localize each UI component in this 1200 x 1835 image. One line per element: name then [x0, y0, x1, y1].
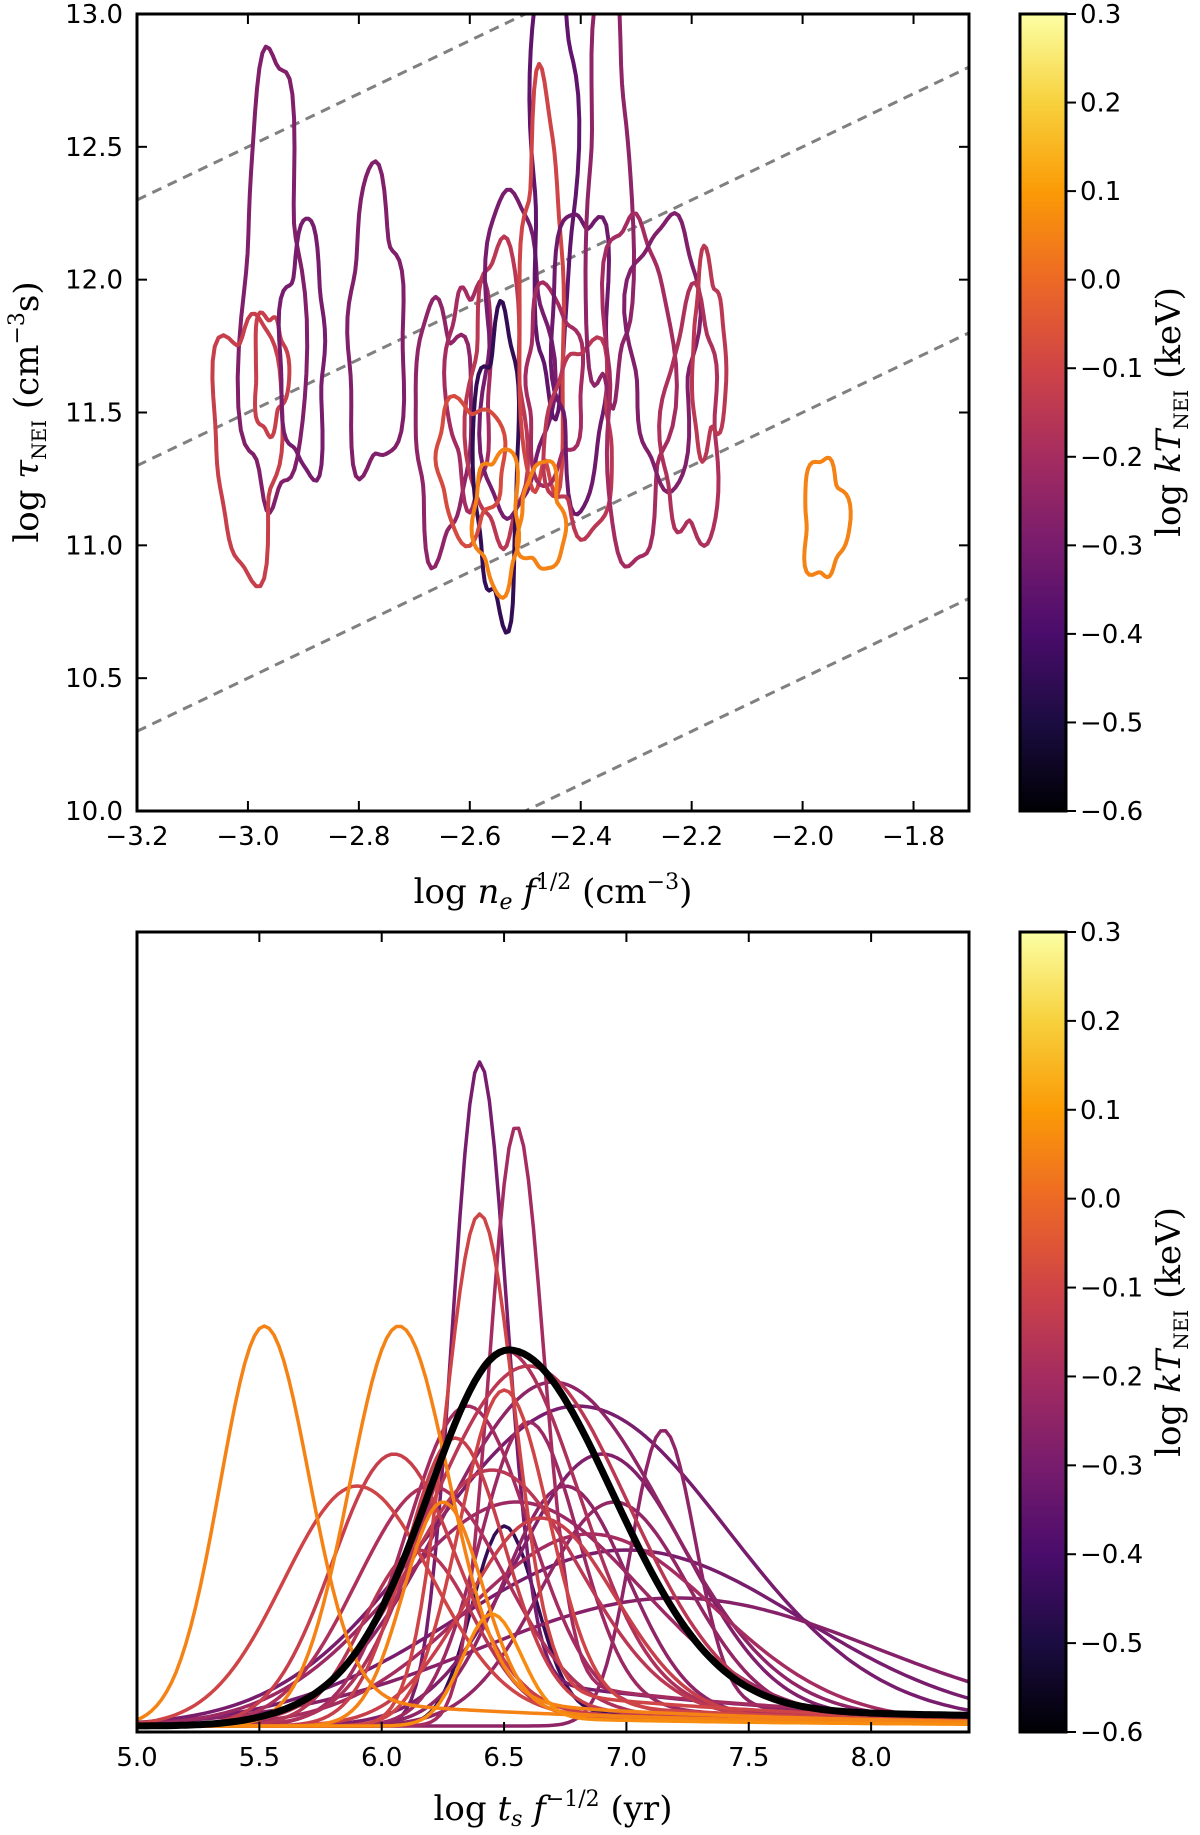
contour — [462, 234, 531, 552]
colorbar-tick-label: 0.3 — [1080, 0, 1121, 30]
contour — [276, 216, 328, 483]
x-tick-label: −3.2 — [105, 822, 168, 852]
x-tick-label: −3.0 — [216, 822, 279, 852]
contour — [541, 335, 614, 542]
colorbar-tick-label: −0.6 — [1080, 1718, 1143, 1748]
top-colorbar-gradient — [1018, 12, 1068, 813]
y-tick-label: 12.5 — [65, 133, 123, 163]
contour — [210, 311, 285, 589]
colorbar-tick-label: 0.1 — [1080, 1096, 1121, 1126]
contour — [600, 211, 679, 569]
colorbar-tick-label: −0.6 — [1080, 797, 1143, 827]
contour — [345, 159, 407, 482]
colorbar-tick-label: −0.4 — [1080, 620, 1143, 650]
colorbar-tick-label: −0.5 — [1080, 1629, 1143, 1659]
series-group — [137, 1060, 969, 1728]
y-tick-label: 12.0 — [65, 266, 123, 296]
x-tick-label: −2.0 — [771, 822, 834, 852]
combined-distribution-line — [137, 1346, 969, 1730]
colorbar-tick-label: −0.2 — [1080, 1362, 1143, 1392]
top-colorbar-label: log kTNEI (keV) — [1149, 287, 1193, 537]
bottom-colorbar-gradient — [1018, 930, 1068, 1734]
contour — [657, 280, 721, 548]
reference-line — [137, 14, 529, 202]
bottom-axes-frame — [135, 930, 971, 1734]
top-panel: −3.2 −3.0 −2.8 −2.6 −2.4 −2.2 −2.0 −1.8 10.010.… — [5, 0, 1193, 915]
contour — [583, 14, 636, 411]
colorbar-tick-label: 0.2 — [1080, 1007, 1121, 1037]
contour — [469, 447, 521, 600]
bottom-plot-area — [137, 1060, 969, 1730]
contour — [622, 211, 703, 495]
x-tick-label: −2.6 — [438, 822, 501, 852]
contour — [433, 393, 508, 549]
x-tick-label: −1.8 — [882, 822, 945, 852]
colorbar-tick-label: −0.1 — [1080, 354, 1143, 384]
reference-line — [137, 331, 969, 733]
y-tick-label: 11.0 — [65, 531, 123, 561]
x-tick-label: 7.0 — [606, 1743, 647, 1773]
series-line — [137, 1612, 969, 1728]
colorbar-tick-label: −0.3 — [1080, 531, 1143, 561]
colorbar-tick-label: −0.1 — [1080, 1274, 1143, 1304]
x-tick-label: −2.2 — [660, 822, 723, 852]
top-y-axis-label: log τNEI (cm−3s) — [5, 281, 51, 542]
y-tick-label: 11.5 — [65, 399, 123, 429]
contour — [514, 459, 569, 571]
contour — [802, 455, 853, 580]
colorbar-tick-label: 0.0 — [1080, 1185, 1121, 1215]
y-tick-label: 10.0 — [65, 797, 123, 827]
y-tick-label: 10.5 — [65, 664, 123, 694]
x-tick-label: −2.4 — [549, 822, 612, 852]
bottom-x-ticks: 5.0 5.5 6.0 6.5 7.0 7.5 8.0 — [116, 932, 892, 1773]
x-tick-label: 7.5 — [728, 1743, 769, 1773]
colorbar-tick-label: −0.4 — [1080, 1540, 1143, 1570]
colorbar-tick-label: −0.5 — [1080, 708, 1143, 738]
top-x-ticks: −3.2 −3.0 −2.8 −2.6 −2.4 −2.2 −2.0 −1.8 — [105, 14, 945, 852]
top-y-ticks: 10.0 10.5 11.0 11.5 12.0 12.5 13.0 — [65, 0, 969, 827]
contour — [548, 212, 611, 517]
series-line — [137, 1532, 969, 1728]
x-tick-label: 5.5 — [239, 1743, 280, 1773]
colorbar-tick-label: 0.0 — [1080, 266, 1121, 296]
x-tick-label: −2.8 — [327, 822, 390, 852]
x-tick-label: 5.0 — [116, 1743, 157, 1773]
top-colorbar: 0.3 0.2 0.1 0.0 −0.1 −0.2 −0.3 −0.4 −0.5 −0.6 log… — [1018, 0, 1193, 827]
x-tick-label: 8.0 — [850, 1743, 891, 1773]
contour — [235, 44, 310, 515]
contour — [690, 243, 729, 464]
contour — [517, 61, 566, 498]
bottom-colorbar-ticks: 0.3 0.2 0.1 0.0 −0.1 −0.2 −0.3 −0.4 −0.5 −0.6 — [1066, 918, 1143, 1748]
colorbar-tick-label: −0.2 — [1080, 443, 1143, 473]
x-tick-label: 6.0 — [361, 1743, 402, 1773]
bottom-x-axis-label: log ts f−1/2 (yr) — [434, 1787, 673, 1832]
bottom-colorbar-label: log kTNEI (keV) — [1149, 1207, 1193, 1457]
x-tick-label: 6.5 — [483, 1743, 524, 1773]
colorbar-tick-label: 0.2 — [1080, 89, 1121, 119]
top-x-axis-label: log ne f1/2 (cm−3) — [414, 870, 693, 915]
colorbar-tick-label: −0.3 — [1080, 1451, 1143, 1481]
reference-line — [521, 597, 969, 811]
colorbar-tick-label: 0.3 — [1080, 918, 1121, 948]
contour — [470, 298, 521, 635]
top-colorbar-ticks: 0.3 0.2 0.1 0.0 −0.1 −0.2 −0.3 −0.4 −0.5 −0.6 — [1066, 0, 1143, 827]
contour — [413, 294, 474, 571]
series-line — [137, 1404, 969, 1725]
y-tick-label: 13.0 — [65, 0, 123, 30]
contour-group — [210, 14, 853, 635]
top-plot-area — [137, 14, 969, 811]
bottom-colorbar: 0.3 0.2 0.1 0.0 −0.1 −0.2 −0.3 −0.4 −0.5 −0.6 log… — [1018, 918, 1193, 1748]
colorbar-tick-label: 0.1 — [1080, 177, 1121, 207]
bottom-panel: 5.0 5.5 6.0 6.5 7.0 7.5 8.0 log ts f−1/2 (yr) … — [116, 918, 1193, 1832]
